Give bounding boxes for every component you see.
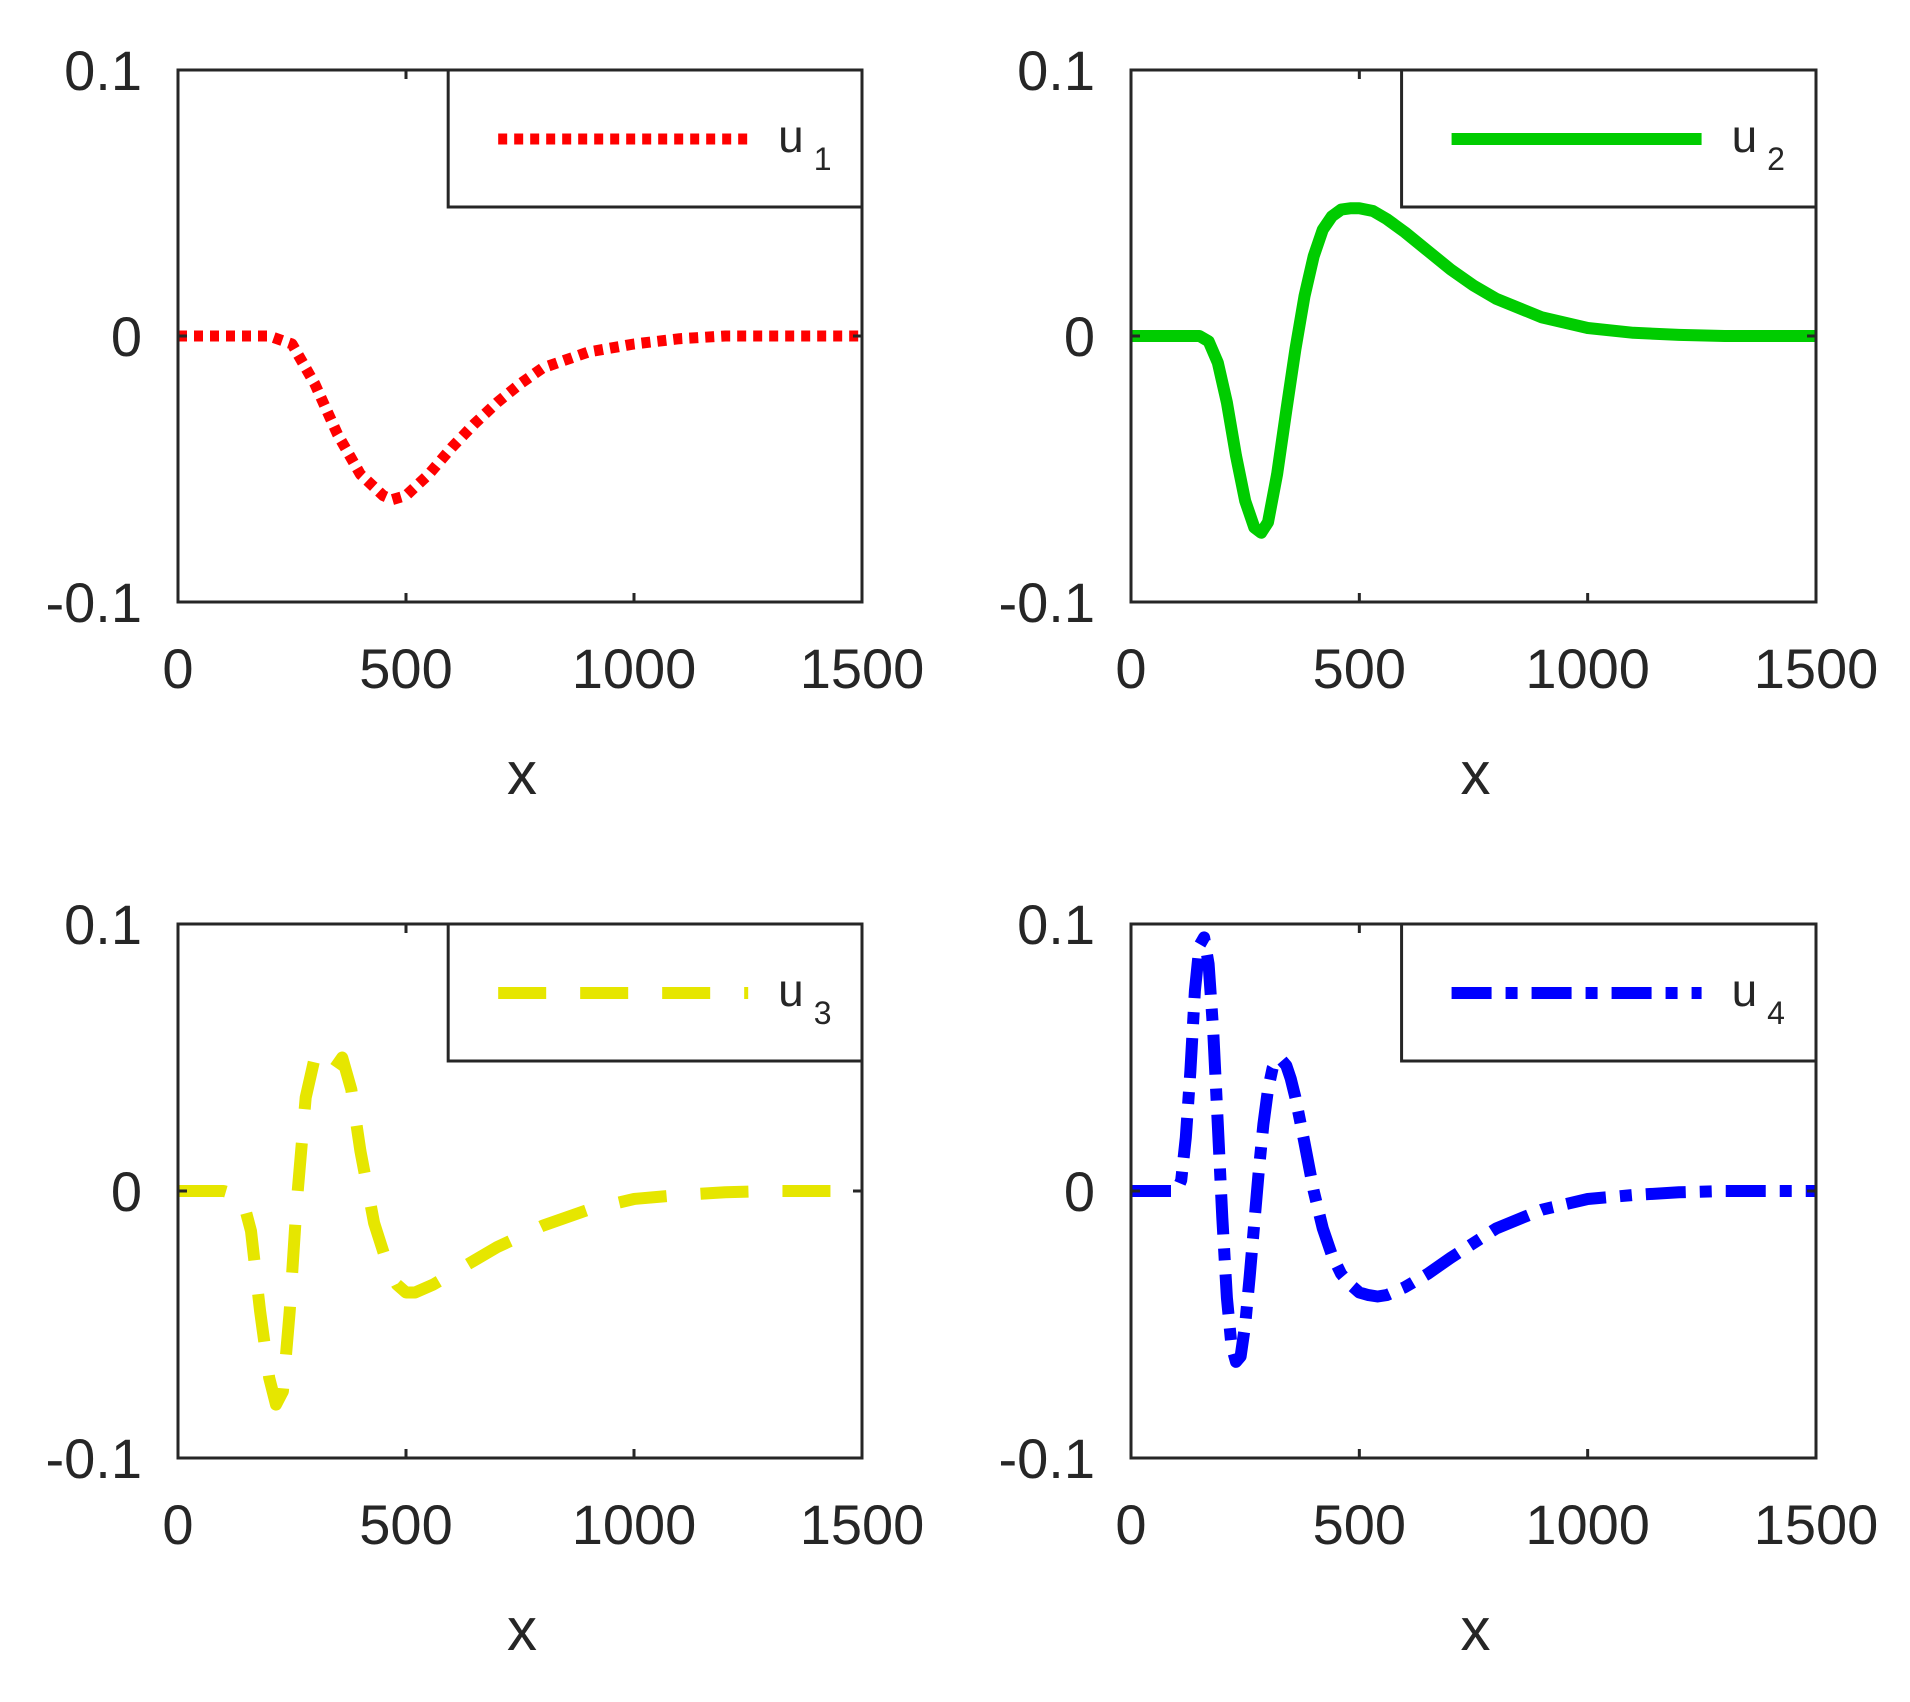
y-tick-label: 0.1 xyxy=(64,893,142,956)
y-tick-label: 0.1 xyxy=(1017,39,1095,102)
chart-panel-3: 0 500 1000 1500 -0.1 0 0.1 x u 3 xyxy=(46,893,925,1663)
y-tick-label: 0 xyxy=(111,1160,142,1223)
x-tick-label: 1000 xyxy=(572,1493,697,1556)
series-line-u2 xyxy=(1131,202,1816,539)
y-tick-label: -0.1 xyxy=(46,1427,143,1490)
y-tick-label: -0.1 xyxy=(999,571,1096,634)
x-tick-label: 0 xyxy=(1115,1493,1146,1556)
legend-label-subscript: 1 xyxy=(814,141,832,177)
x-tick-label: 1000 xyxy=(1525,1493,1650,1556)
legend-label-subscript: 2 xyxy=(1767,141,1785,177)
x-axis-label: x xyxy=(1461,1596,1491,1663)
y-tick-label: 0 xyxy=(1064,1160,1095,1223)
y-tick-label: 0.1 xyxy=(1017,893,1095,956)
x-tick-label: 1500 xyxy=(1754,1493,1879,1556)
chart-panel-2: 0 500 1000 1500 -0.1 0 0.1 x u 2 xyxy=(999,39,1879,807)
series-line-u1 xyxy=(178,330,862,506)
series-line-u3 xyxy=(178,1051,862,1411)
x-tick-label: 1500 xyxy=(800,637,925,700)
series-line-u4 xyxy=(1131,931,1816,1368)
chart-panel-1: 0 500 1000 1500 -0.1 0 0.1 x u 1 xyxy=(46,39,925,807)
x-axis-label: x xyxy=(507,1596,537,1663)
x-tick-label: 1000 xyxy=(572,637,697,700)
x-tick-label: 1500 xyxy=(1754,637,1879,700)
y-tick-label: 0 xyxy=(1064,305,1095,368)
chart-panel-4: 0 500 1000 1500 -0.1 0 0.1 x u 4 xyxy=(999,893,1879,1663)
y-tick-label: -0.1 xyxy=(46,571,143,634)
x-tick-label: 1000 xyxy=(1525,637,1650,700)
legend-label-subscript: 3 xyxy=(814,995,832,1031)
legend-label-subscript: 4 xyxy=(1767,995,1785,1031)
x-axis-label: x xyxy=(1461,740,1491,807)
x-axis-label: x xyxy=(507,740,537,807)
x-tick-label: 0 xyxy=(162,1493,193,1556)
x-tick-label: 1500 xyxy=(800,1493,925,1556)
y-tick-label: -0.1 xyxy=(999,1427,1096,1490)
x-tick-label: 500 xyxy=(1313,637,1406,700)
y-tick-label: 0.1 xyxy=(64,39,142,102)
x-tick-label: 500 xyxy=(359,637,452,700)
x-tick-label: 500 xyxy=(1313,1493,1406,1556)
y-tick-label: 0 xyxy=(111,305,142,368)
x-tick-label: 0 xyxy=(1115,637,1146,700)
x-tick-label: 500 xyxy=(359,1493,452,1556)
x-tick-label: 0 xyxy=(162,637,193,700)
